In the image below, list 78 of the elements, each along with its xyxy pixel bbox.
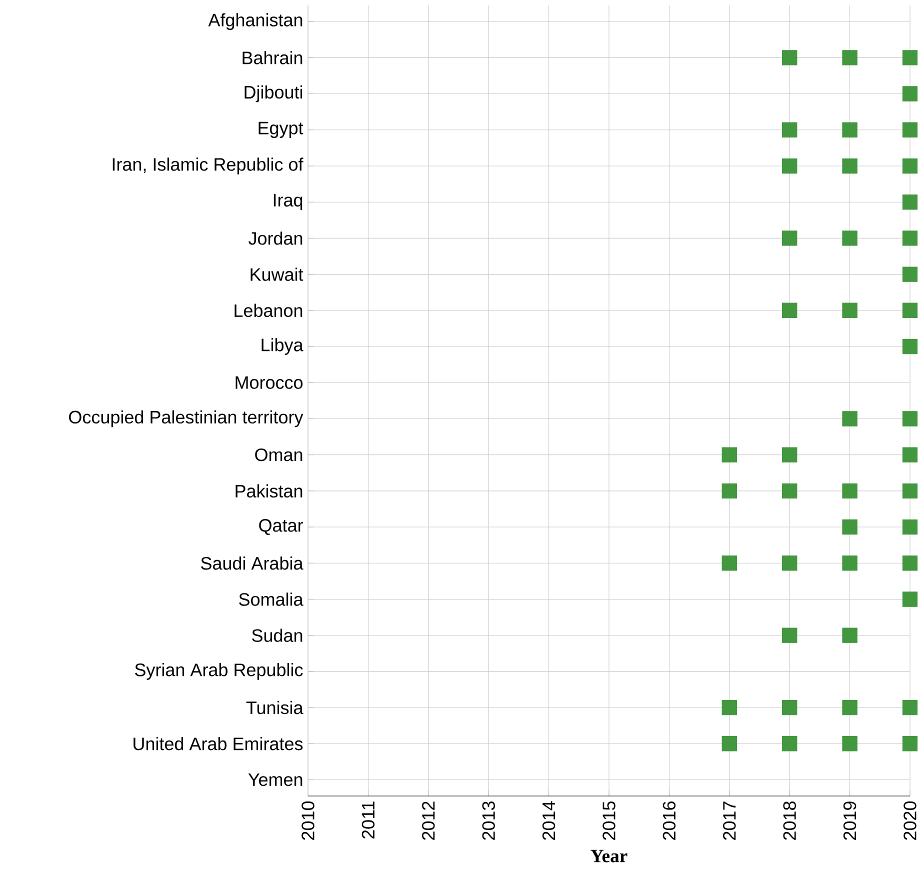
point [782,447,798,462]
x-tick-label: 2020 [904,801,916,840]
y-tick-label: Djibouti [244,85,302,102]
point [902,230,918,246]
x-tick-label: 2015 [602,801,616,840]
point [782,483,798,499]
point [842,158,858,174]
x-tick-label: 2013 [482,802,495,840]
point [782,50,798,66]
x-tick-label: 2012 [422,802,435,840]
point [842,519,858,535]
point [902,556,918,571]
point [722,700,737,716]
y-tick-label: Libya [262,338,304,355]
y-tick-label: United Arab Emirates [134,737,303,750]
y-tick-label: Iran, Islamic Republic of [112,158,304,174]
point [902,447,918,462]
point [842,411,858,426]
point [902,411,918,426]
y-tick-label: Morocco [236,376,303,389]
point [902,302,918,318]
point [842,628,858,643]
point [782,628,798,643]
point [782,230,798,246]
point [902,194,918,210]
point [902,50,918,66]
y-tick-label: Tunisia [246,700,304,714]
y-tick-label: Somalia [239,592,304,606]
y-tick-label: Iraq [274,194,302,210]
point [722,736,737,752]
y-tick-label: Bahrain [242,51,302,64]
point [902,483,918,499]
y-tick-label: Yemen [248,773,302,786]
y-tick-label: Jordan [248,232,302,245]
point [722,483,737,499]
point [782,556,798,571]
x-tick-label: 2017 [723,802,736,840]
y-tick-label: Syrian Arab Republic [135,663,303,680]
y-tick-label: Pakistan [236,484,302,498]
point [842,302,858,318]
point [902,700,918,716]
y-tick-label: Occupied Palestinian territory [69,410,304,428]
point [842,50,858,66]
y-tick-label: Oman [255,448,302,462]
point [842,556,858,571]
y-tick-label: Lebanon [234,304,302,318]
point [902,122,918,138]
x-tick-label: 2011 [362,802,375,839]
point [842,230,858,246]
point [902,592,918,607]
y-tick-label: Kuwait [250,268,304,281]
point [902,338,918,354]
point [902,158,918,174]
x-tick-label: 2010 [302,801,314,840]
point [902,266,918,282]
y-tick-label: Saudi Arabia [201,556,304,570]
point [782,736,798,752]
y-tick-label: Egypt [258,122,304,138]
point [782,700,798,716]
point [722,556,737,571]
x-tick-label: 2014 [542,801,556,840]
x-tick-label: 2016 [662,802,676,840]
x-axis-title: Year [590,850,628,862]
y-tick-label: Afghanistan [208,13,302,30]
point [842,483,858,499]
point [842,736,858,752]
x-tick-label: 2019 [843,802,856,840]
point [902,86,918,102]
point [902,519,918,535]
point [842,700,858,716]
y-tick-label: Qatar [259,519,303,536]
x-tick-label: 2018 [783,802,796,840]
point [782,158,798,174]
point [782,122,798,138]
point [842,122,858,138]
y-tick-label: Sudan [252,628,302,642]
point [722,447,737,462]
point [782,302,798,318]
